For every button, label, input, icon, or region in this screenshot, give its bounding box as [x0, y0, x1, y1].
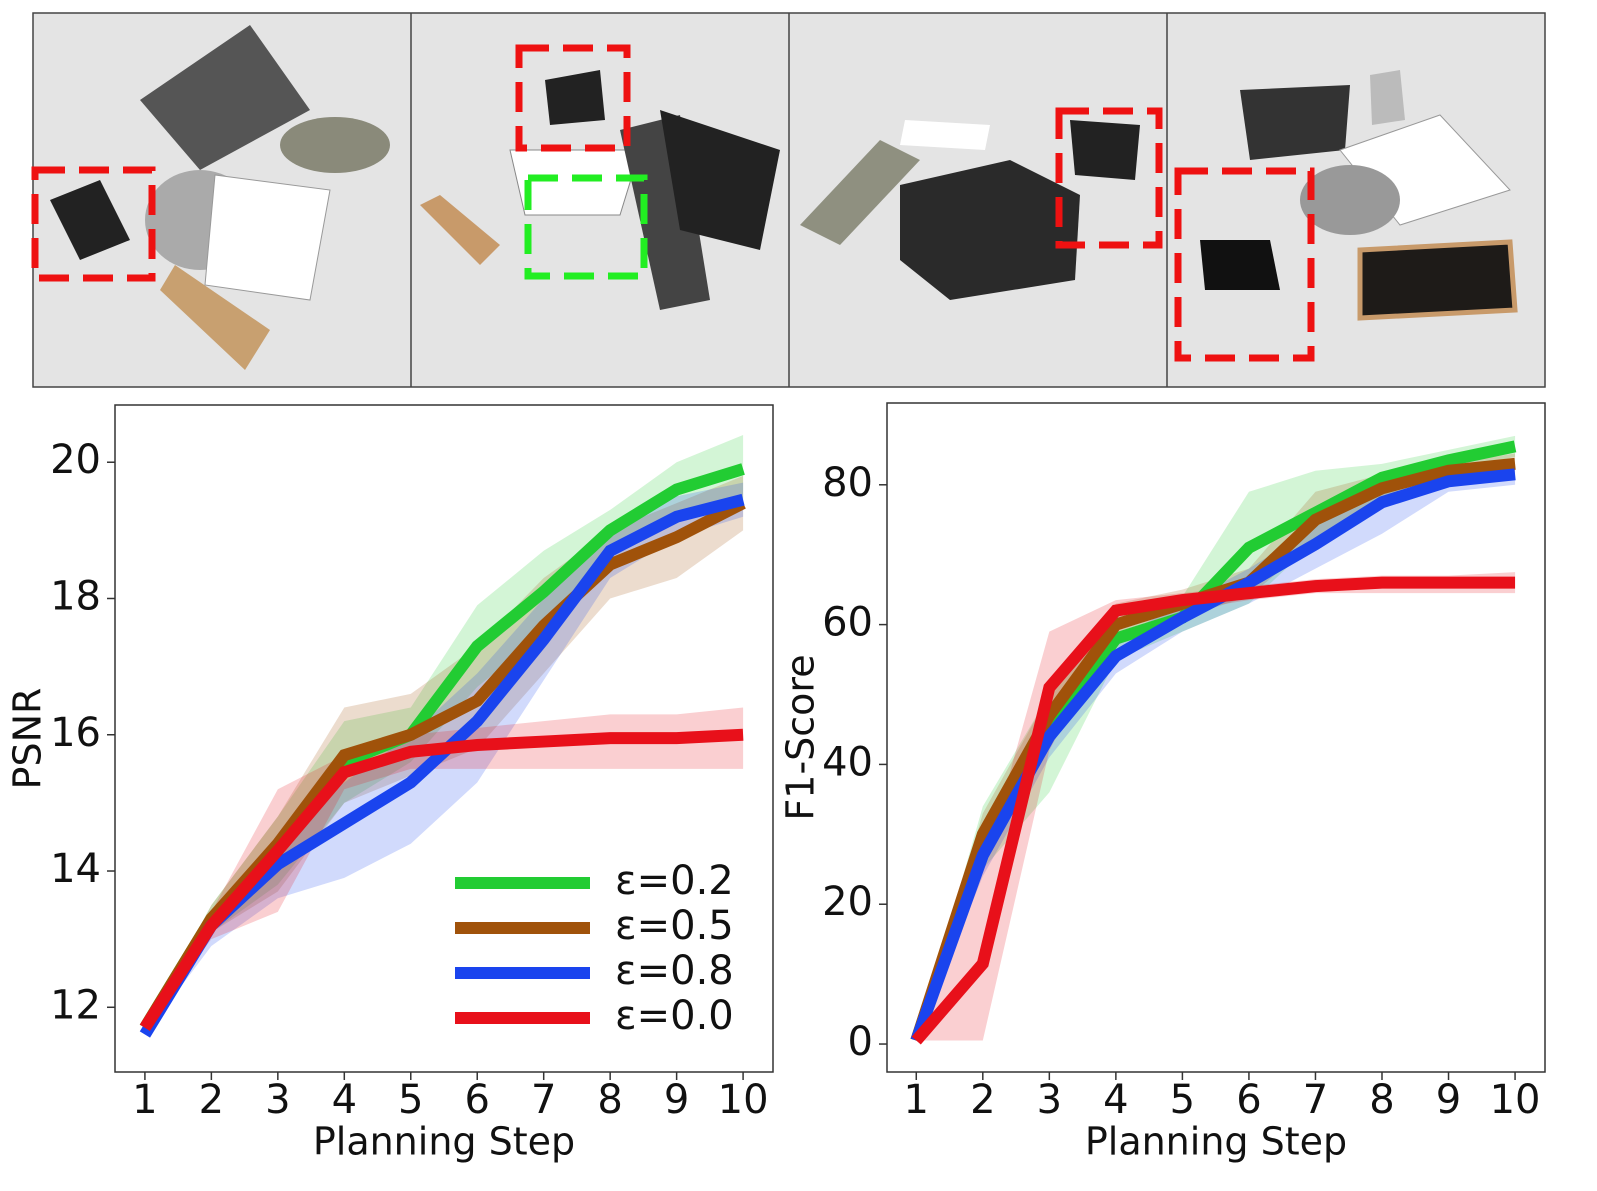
chair [1070, 120, 1140, 180]
y-axis-label: PSNR [6, 688, 50, 790]
highlight-box [1174, 167, 1315, 362]
scene-images [31, 12, 1546, 388]
table-top [204, 174, 331, 301]
plot: 1 2 3 4 5 6 7 8 9 10 0 20 40 60 80 Planning Step F1-Scor… [779, 402, 1546, 1164]
plot-frame [114, 404, 774, 1073]
x-tick-label: 4 [1103, 1077, 1128, 1123]
confidence-band [144, 707, 744, 1028]
x-tick-label: 1 [132, 1077, 157, 1123]
y-tick-label: 20 [50, 437, 101, 483]
y-tick-label: 18 [50, 573, 101, 619]
x-tick-label: 10 [1490, 1077, 1541, 1123]
highlight-box [1055, 107, 1163, 249]
y-tick-label: 12 [50, 982, 101, 1028]
series-line [910, 440, 1517, 1043]
bench [160, 265, 270, 370]
x-tick-label: 3 [265, 1077, 290, 1123]
bench [1357, 239, 1518, 321]
x-tick-label: 6 [1236, 1077, 1261, 1123]
x-tick-label: 9 [1436, 1077, 1461, 1123]
chair [1200, 240, 1280, 290]
y-tick-label: 20 [822, 879, 873, 925]
chair [545, 70, 605, 125]
car [280, 117, 390, 173]
x-tick-label: 8 [1369, 1077, 1394, 1123]
table-top [900, 120, 990, 150]
x-tick-label: 5 [1170, 1077, 1195, 1123]
y-tick-label: 60 [822, 600, 873, 646]
y-tick-label: 80 [822, 460, 873, 506]
y-tick-label: 14 [50, 846, 101, 892]
x-tick-label: 1 [904, 1077, 929, 1123]
x-axis-label: Planning Step [313, 1120, 575, 1164]
y-tick-label: 40 [822, 739, 873, 785]
x-tick-label: 3 [1037, 1077, 1062, 1123]
x-tick-label: 7 [531, 1077, 556, 1123]
highlight-box [515, 44, 631, 152]
x-tick-label: 5 [398, 1077, 423, 1123]
car [1370, 70, 1405, 125]
car [800, 140, 920, 245]
legend-label: ε=0.5 [615, 903, 734, 949]
sofa [140, 25, 310, 170]
sofa [1240, 85, 1350, 160]
bench [420, 195, 500, 265]
round-table [1300, 165, 1400, 235]
series-line [139, 728, 744, 1031]
series-line [911, 576, 1516, 1045]
chair [50, 180, 130, 260]
y-tick-label: 0 [848, 1019, 873, 1065]
x-tick-label: 7 [1303, 1077, 1328, 1123]
x-tick-label: 2 [199, 1077, 224, 1123]
legend-label: ε=0.0 [615, 993, 734, 1039]
x-tick-label: 4 [332, 1077, 357, 1123]
x-tick-label: 10 [718, 1077, 769, 1123]
x-tick-label: 6 [465, 1077, 490, 1123]
x-axis-label: Planning Step [1085, 1120, 1347, 1164]
highlight-box [31, 166, 156, 282]
legend-label: ε=0.2 [615, 858, 734, 904]
y-tick-label: 16 [50, 710, 101, 756]
y-axis-label: F1-Score [779, 654, 823, 820]
x-tick-label: 2 [970, 1077, 995, 1123]
armchair [660, 110, 780, 250]
confidence-band [144, 434, 744, 1028]
legend-label: ε=0.8 [615, 948, 734, 994]
x-tick-label: 9 [664, 1077, 689, 1123]
confidence-band [916, 453, 1516, 1041]
x-tick-label: 8 [597, 1077, 622, 1123]
highlight-box [524, 174, 648, 280]
sofa [900, 160, 1080, 300]
confidence-band [916, 435, 1516, 1041]
plot-frame [886, 402, 1546, 1073]
